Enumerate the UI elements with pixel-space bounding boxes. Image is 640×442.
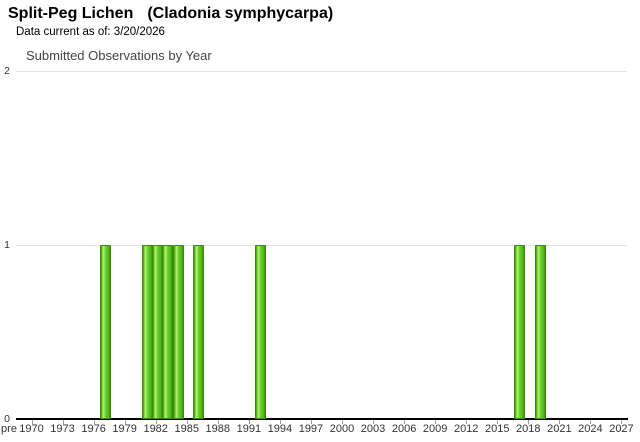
x-axis-tick-2012 [466,420,468,424]
x-axis-tick-2021 [559,420,561,424]
x-axis-label-2006: 2006 [391,423,417,435]
x-axis-label-1994: 1994 [267,423,293,435]
x-axis-label-1973: 1973 [50,423,75,435]
gridline-y-1 [16,245,627,246]
x-axis-label-1979: 1979 [112,423,137,435]
species-common-name: Split-Peg Lichen [8,5,134,22]
x-axis-tick-1982 [155,420,157,424]
x-axis-label-2021: 2021 [547,423,572,435]
x-axis-label-1985: 1985 [174,423,199,435]
x-axis-label-2027: 2027 [609,423,634,435]
x-axis-label-2003: 2003 [360,423,386,435]
x-axis-tick-2015 [497,420,499,424]
x-axis-tick-2024 [590,420,592,424]
x-axis-label-2012: 2012 [453,423,479,435]
y-axis-label-2: 2 [4,65,10,77]
x-axis-tick-2027 [621,420,623,424]
x-axis-label-1988: 1988 [205,423,231,435]
observation-bar-2017 [514,245,526,419]
x-axis-tick-2000 [342,420,343,424]
x-axis-tick-1988 [217,420,219,424]
species-scientific-name: (Cladonia symphycarpa) [147,5,334,22]
data-current-date: Data current as of: 3/20/2026 [16,26,165,38]
x-axis-tick-2018 [528,420,530,424]
x-axis-label-pre: pre [1,423,17,435]
x-axis-label-2000: 2000 [329,423,355,435]
x-axis-tick-1973 [62,420,64,424]
gridline-y-2 [16,71,627,72]
x-axis-label-2024: 2024 [578,423,603,435]
x-axis-label-2015: 2015 [485,423,510,435]
x-axis-tick-1979 [124,420,126,424]
x-axis-tick-1991 [248,420,250,424]
observation-bar-1986 [193,245,205,419]
x-axis-label-2009: 2009 [422,423,448,435]
x-axis-label-1970: 1970 [19,423,44,435]
x-axis-tick-1985 [186,420,188,424]
observation-bar-1981 [141,245,153,419]
chart-title: Submitted Observations by Year [26,48,212,63]
observation-bar-2019 [534,245,546,419]
x-axis-tick-2003 [373,420,375,424]
y-axis-label-1: 1 [4,239,10,251]
observation-bar-1977 [100,245,112,419]
x-axis-tick-1976 [93,420,95,424]
x-axis-label-1976: 1976 [81,423,106,435]
page-title: Split-Peg Lichen (Cladonia symphycarpa) [8,5,333,23]
observation-bar-1983 [162,245,174,419]
x-axis-tick-1997 [310,420,312,424]
observation-bar-1982 [151,245,163,419]
x-axis-line [16,418,628,420]
observation-bar-1992 [255,245,267,419]
x-axis-tick-1970 [31,420,33,424]
x-axis-tick-2009 [435,420,437,424]
x-axis-label-1991: 1991 [236,423,262,435]
y-axis-label-0: 0 [4,413,10,425]
x-axis-tick-2006 [404,420,406,424]
x-axis-tick-1994 [279,420,281,424]
x-axis-label-1997: 1997 [298,423,324,435]
x-axis-label-1982: 1982 [143,423,168,435]
observation-bar-1984 [172,245,184,419]
x-axis-label-2018: 2018 [516,423,541,435]
